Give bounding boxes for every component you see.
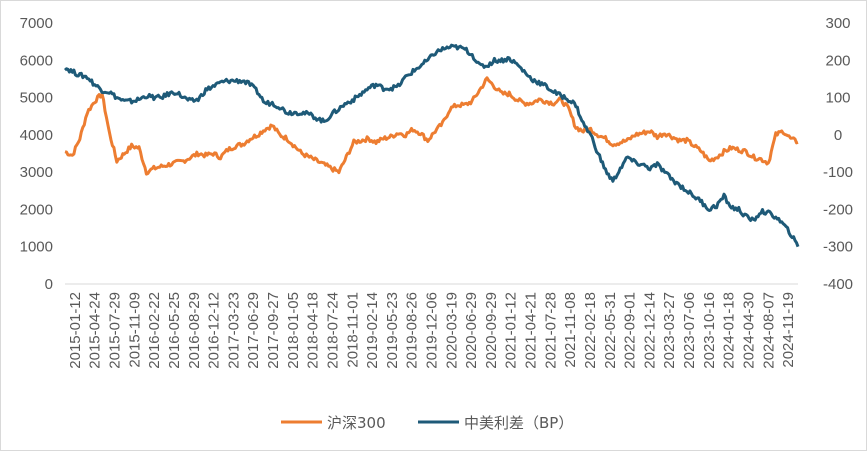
series-layer [64,43,800,248]
legend-label-hs300: 沪深300 [327,414,386,432]
y2-tick-label: 200 [825,52,850,69]
series-line-hs300 [64,76,799,176]
x-tick-label: 2015-01-12 [67,292,84,369]
x-tick-label: 2019-05-23 [384,292,401,369]
y-tick-label: 5000 [20,90,53,107]
x-tick-label: 2021-01-12 [503,292,520,369]
y2-tick-label: -300 [823,239,853,256]
y2-tick-label: -400 [823,276,853,293]
x-tick-label: 2015-07-29 [107,292,124,369]
x-tick-label: 2022-09-01 [622,292,639,369]
x-axis-ticks: 2015-01-12 2015-04-24 2015-07-29 2015-11-09… [67,292,797,369]
y-tick-label: 4000 [20,127,53,144]
x-tick-label: 2021-04-21 [523,292,540,369]
y-tick-label: 7000 [20,15,53,32]
x-tick-label: 2018-11-01 [344,292,361,368]
x-tick-label: 2024-08-07 [760,292,777,369]
x-tick-label: 2022-12-14 [641,292,658,369]
x-tick-label: 2021-11-08 [562,292,579,368]
y-tick-label: 0 [45,276,53,293]
x-tick-label: 2024-11-19 [780,292,797,368]
x-tick-label: 2018-01-05 [285,292,302,369]
y2-tick-label: -100 [823,164,853,181]
y2-tick-label: 100 [825,90,850,107]
x-tick-label: 2016-12-12 [206,292,223,369]
x-tick-label: 2019-08-26 [404,292,421,369]
x-tick-label: 2022-05-31 [602,292,619,369]
legend: 沪深300 中美利差（BP） [281,414,573,432]
y-tick-label: 3000 [20,164,53,181]
x-tick-label: 2022-02-18 [582,292,599,369]
x-tick-label: 2023-10-16 [701,292,718,369]
y-tick-label: 6000 [20,52,53,69]
x-tick-label: 2015-04-24 [87,292,104,369]
x-tick-label: 2017-09-27 [265,292,282,369]
x-tick-label: 2016-08-29 [186,292,203,369]
x-tick-label: 2015-11-09 [126,292,143,368]
x-tick-label: 2018-07-24 [324,292,341,369]
y2-tick-label: 0 [834,127,842,144]
x-tick-label: 2020-03-19 [443,292,460,369]
x-tick-label: 2016-05-25 [166,292,183,369]
y2-tick-label: -200 [823,201,853,218]
legend-label-spread: 中美利差（BP） [464,414,573,432]
x-tick-label: 2016-02-22 [146,292,163,369]
x-tick-label: 2024-01-18 [721,292,738,369]
left-axis-ticks: 7000 6000 5000 4000 3000 2000 1000 0 [20,15,53,293]
x-tick-label: 2020-09-29 [483,292,500,369]
series-line-spread [64,43,800,248]
x-tick-label: 2017-06-29 [245,292,262,369]
x-tick-label: 2024-04-30 [740,292,757,369]
x-tick-label: 2023-03-27 [661,292,678,369]
x-tick-label: 2021-07-28 [542,292,559,369]
y-tick-label: 2000 [20,201,53,218]
x-tick-label: 2018-04-18 [305,292,322,369]
x-tick-label: 2019-12-06 [424,292,441,369]
y-tick-label: 1000 [20,239,53,256]
y2-tick-label: 300 [825,15,850,32]
x-tick-label: 2017-03-23 [225,292,242,369]
x-tick-label: 2019-02-14 [364,292,381,369]
right-axis-ticks: 300 200 100 0 -100 -200 -300 -400 [823,15,853,293]
x-tick-label: 2023-07-06 [681,292,698,369]
x-tick-label: 2020-06-29 [463,292,480,369]
